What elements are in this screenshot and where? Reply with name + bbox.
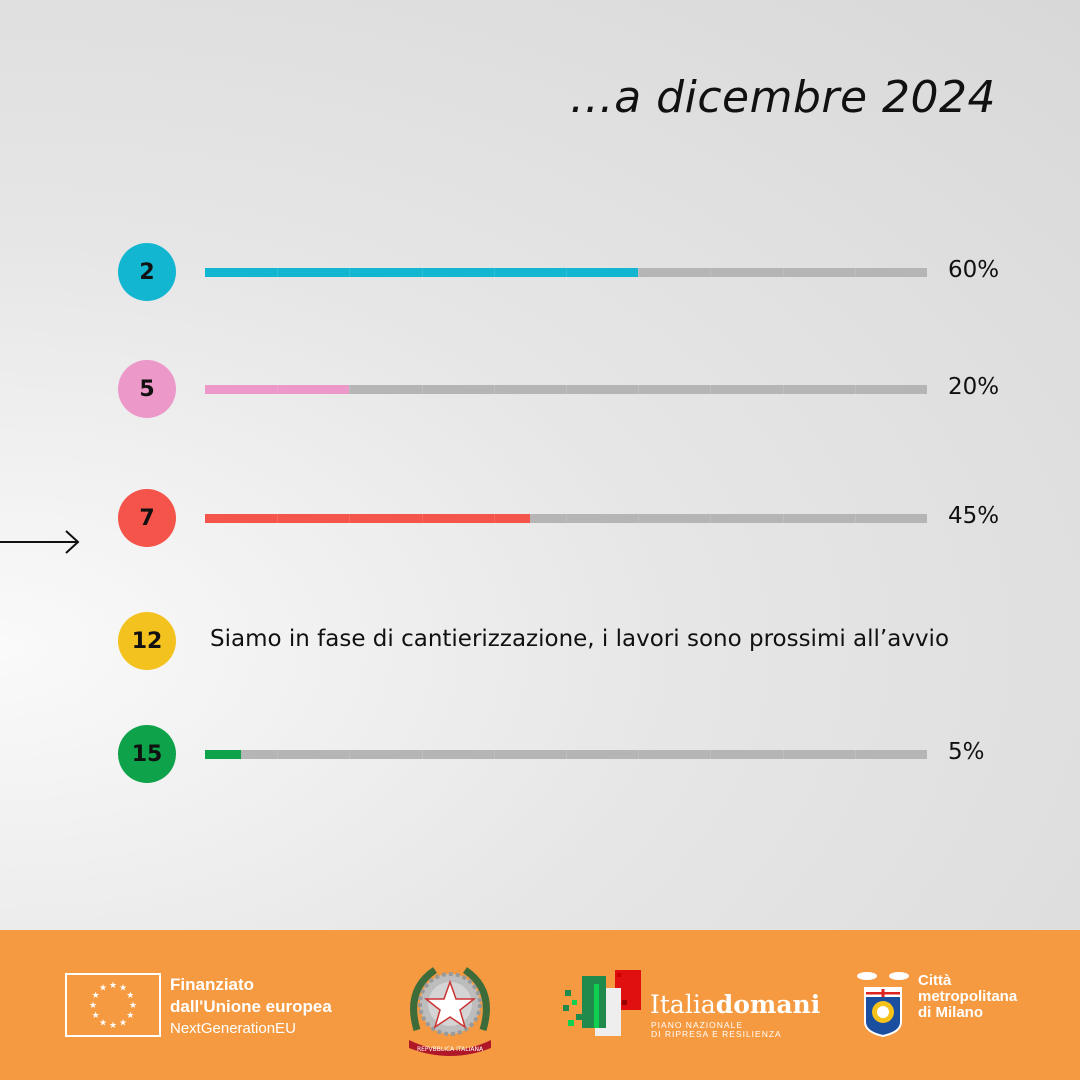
eu-star: ★	[99, 984, 107, 994]
footer: ★ ★ ★ ★ ★ ★ ★ ★ ★ ★ ★ ★ Finanziato dall'Unione euro…	[0, 930, 1080, 1080]
eu-star: ★	[119, 1018, 127, 1028]
eu-star: ★	[126, 1011, 134, 1021]
domani-text: domani	[715, 990, 821, 1019]
category-badge: 7	[118, 489, 176, 547]
category-badge: 12	[118, 612, 176, 670]
progress-fill	[205, 514, 530, 523]
arrow-right-icon	[0, 530, 80, 554]
eu-funding-text: Finanziato dall'Unione europea NextGener…	[170, 974, 332, 1040]
percentage-label: 45%	[948, 503, 1000, 529]
eu-star: ★	[129, 1001, 137, 1011]
pnrr-line1: PIANO NAZIONALE	[651, 1020, 743, 1030]
chart-row: 15 5%	[0, 725, 1080, 783]
chart-row: 2 60%	[0, 243, 1080, 301]
italiadomani-logo-icon	[563, 970, 641, 1036]
chart-row: 12 Siamo in fase di cantierizzazione, i l…	[0, 612, 1080, 670]
eu-star: ★	[109, 981, 117, 991]
repubblica-emblem-icon: REPVBBLICA ITALIANA	[409, 967, 491, 1056]
category-badge: 15	[118, 725, 176, 783]
percentage-label: 5%	[948, 739, 985, 765]
milano-line3: di Milano	[918, 1004, 983, 1021]
eu-flag-icon: ★ ★★★★★★★★★★★	[65, 973, 161, 1037]
milano-line1: Città	[918, 972, 952, 989]
progress-track	[205, 514, 927, 523]
percentage-label: 20%	[948, 374, 1000, 400]
eu-line2: dall'Unione europea	[170, 997, 332, 1016]
eu-star: ★	[119, 984, 127, 994]
italiadomani-wordmark: Italiadomani	[650, 990, 820, 1019]
progress-track	[205, 268, 927, 277]
eu-star: ★	[99, 1018, 107, 1028]
eu-line1: Finanziato	[170, 975, 255, 994]
eu-star: ★	[89, 1001, 97, 1011]
eu-star: ★	[109, 1021, 117, 1031]
category-badge: 5	[118, 360, 176, 418]
progress-track	[205, 750, 927, 759]
milano-coat-of-arms-icon	[857, 972, 909, 1038]
pnrr-line2: DI RIPRESA E RESILIENZA	[651, 1029, 782, 1039]
eu-star: ★	[126, 991, 134, 1001]
milano-text: Città metropolitana di Milano	[918, 973, 1017, 1021]
progress-track	[205, 385, 927, 394]
repubblica-label: REPVBBLICA ITALIANA	[417, 1046, 484, 1053]
eu-line3: NextGenerationEU	[170, 1020, 296, 1037]
percentage-label: 60%	[948, 257, 1000, 283]
progress-fill	[205, 385, 350, 394]
progress-fill	[205, 268, 639, 277]
status-note: Siamo in fase di cantierizzazione, i lav…	[210, 626, 950, 652]
page-title: …a dicembre 2024	[569, 72, 996, 123]
chart-row: 5 20%	[0, 360, 1080, 418]
italia-text: Italia	[650, 990, 716, 1019]
eu-star: ★	[92, 991, 100, 1001]
eu-star: ★	[92, 1011, 100, 1021]
progress-fill	[205, 750, 242, 759]
category-badge: 2	[118, 243, 176, 301]
chart-row: 7 45%	[0, 489, 1080, 547]
milano-line2: metropolitana	[918, 988, 1018, 1005]
